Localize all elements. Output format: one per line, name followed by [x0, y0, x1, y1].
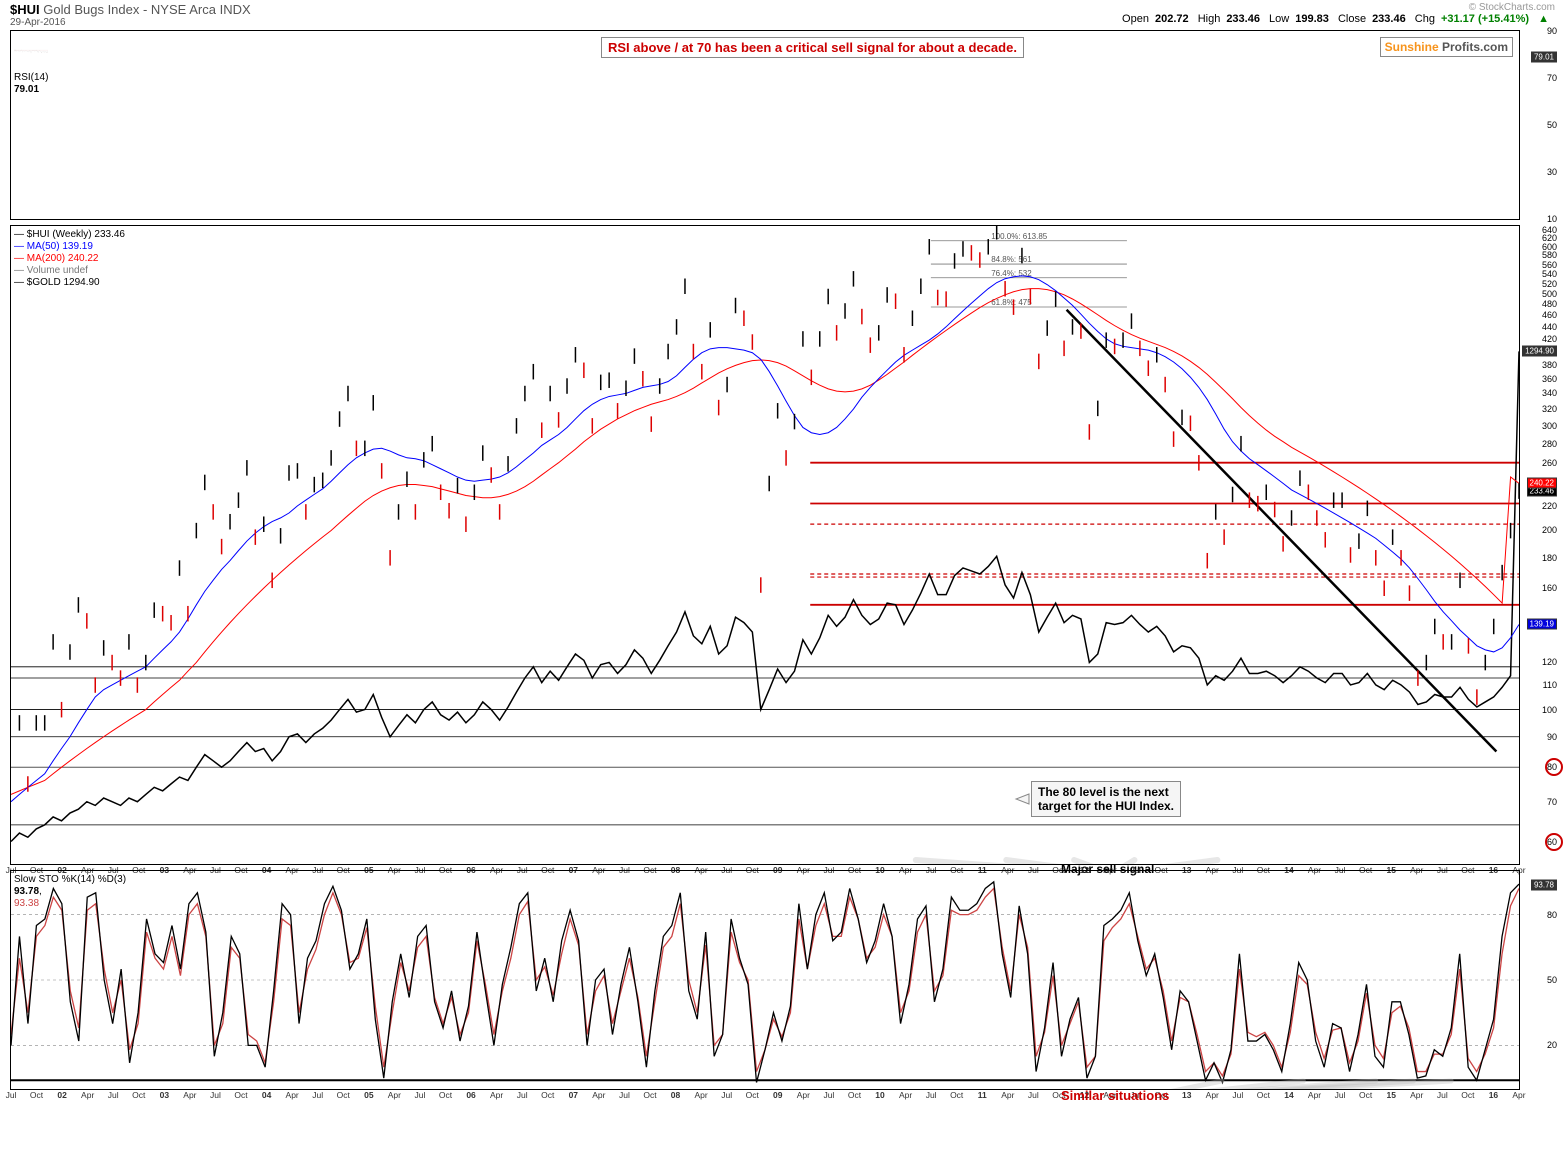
circle-60 [1545, 833, 1563, 851]
price-panel: — $HUI (Weekly) 233.46— MA(50) 139.19— M… [10, 225, 1520, 865]
sto-legend: Slow STO %K(14) %D(3) 93.78, 93.38 [14, 874, 126, 910]
sto-current-tag: 93.78 [1531, 879, 1557, 890]
chart-header: $HUI Gold Bugs Index - NYSE Arca INDX 29… [10, 2, 1555, 28]
svg-text:61.8%: 475: 61.8%: 475 [991, 298, 1032, 307]
stock-chart-container: $HUI Gold Bugs Index - NYSE Arca INDX 29… [0, 0, 1565, 1157]
svg-text:100.0%: 613.85: 100.0%: 613.85 [991, 232, 1048, 241]
sto-panel: Slow STO %K(14) %D(3) 93.78, 93.38 20508… [10, 870, 1520, 1090]
sto-plot [11, 871, 1519, 1089]
ticker-symbol: $HUI Gold Bugs Index - NYSE Arca INDX [10, 2, 251, 17]
svg-text:84.8%: 561: 84.8%: 561 [991, 255, 1032, 264]
similar-situations-label: Similar situations [1061, 1088, 1169, 1103]
rsi-panel: RSI(14) 79.01 RSI above / at 70 has been… [10, 30, 1520, 220]
circle-80 [1545, 758, 1563, 776]
price-legend: — $HUI (Weekly) 233.46— MA(50) 139.19— M… [14, 229, 125, 289]
chart-date: 29-Apr-2016 [10, 17, 66, 28]
rsi-plot [11, 31, 1519, 219]
rsi-legend: RSI(14) 79.01 [14, 34, 48, 96]
price-plot: 100.0%: 613.8584.8%: 56176.4%: 53261.8%:… [11, 226, 1519, 864]
ohlc-readout: Open202.72 High233.46 Low199.83 Close233… [1122, 13, 1555, 25]
rsi-current-tag: 79.01 [1531, 51, 1557, 62]
target-annotation: The 80 level is the next target for the … [1031, 781, 1181, 817]
source-credit: © StockCharts.com [1469, 2, 1555, 13]
sto-xaxis: JulOct02AprJulOct03AprJulOct04AprJulOct0… [11, 1090, 1519, 1104]
